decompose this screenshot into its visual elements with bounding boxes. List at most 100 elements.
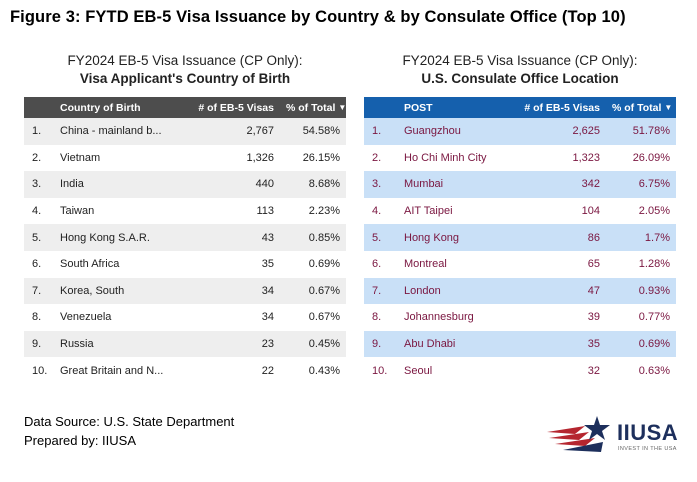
row-name: Great Britain and N... xyxy=(54,357,182,384)
row-percent: 1.7% xyxy=(606,224,676,251)
row-rank: 10. xyxy=(24,357,54,384)
row-visas: 342 xyxy=(510,171,606,198)
row-name: Seoul xyxy=(398,357,510,384)
row-percent: 0.43% xyxy=(280,357,346,384)
figure-title: Figure 3: FYTD EB-5 Visa Issuance by Cou… xyxy=(10,8,626,26)
row-visas: 22 xyxy=(182,357,280,384)
row-name: China - mainland b... xyxy=(54,118,182,145)
row-rank: 2. xyxy=(364,144,398,172)
row-visas: 35 xyxy=(182,250,280,278)
table-row[interactable]: 5. Hong Kong S.A.R. 43 0.85% xyxy=(24,224,346,251)
row-name: Hong Kong S.A.R. xyxy=(54,224,182,251)
table-row[interactable]: 10. Great Britain and N... 22 0.43% xyxy=(24,357,346,384)
right-subtitle: FY2024 EB-5 Visa Issuance (CP Only): U.S… xyxy=(364,52,676,88)
table-row[interactable]: 4. AIT Taipei 104 2.05% xyxy=(364,197,676,225)
country-of-birth-panel: FY2024 EB-5 Visa Issuance (CP Only): Vis… xyxy=(24,52,346,384)
row-rank: 6. xyxy=(364,250,398,278)
table-row[interactable]: 10. Seoul 32 0.63% xyxy=(364,357,676,384)
row-name: Vietnam xyxy=(54,144,182,172)
row-percent: 2.23% xyxy=(280,197,346,225)
row-percent: 0.93% xyxy=(606,277,676,305)
table-row[interactable]: 8. Venezuela 34 0.67% xyxy=(24,304,346,331)
left-subtitle-line2: Visa Applicant's Country of Birth xyxy=(79,71,291,86)
column-header-percent[interactable]: % of Total ▼ xyxy=(280,97,346,118)
table-row[interactable]: 2. Ho Chi Minh City 1,323 26.09% xyxy=(364,144,676,172)
row-percent: 0.77% xyxy=(606,304,676,331)
row-rank: 3. xyxy=(24,171,54,198)
table-row[interactable]: 9. Russia 23 0.45% xyxy=(24,330,346,358)
column-header-post[interactable]: POST xyxy=(398,97,510,118)
table-row[interactable]: 2. Vietnam 1,326 26.15% xyxy=(24,144,346,172)
column-header-percent[interactable]: % of Total ▼ xyxy=(606,97,676,118)
row-percent: 0.67% xyxy=(280,304,346,331)
row-visas: 113 xyxy=(182,197,280,225)
logo-tagline: INVEST IN THE USA xyxy=(618,446,677,452)
sort-descending-icon[interactable]: ▼ xyxy=(664,102,673,112)
left-subtitle: FY2024 EB-5 Visa Issuance (CP Only): Vis… xyxy=(24,52,346,88)
data-source-text: Data Source: U.S. State Department xyxy=(24,414,235,429)
table-row[interactable]: 9. Abu Dhabi 35 0.69% xyxy=(364,330,676,358)
row-visas: 34 xyxy=(182,304,280,331)
row-visas: 1,326 xyxy=(182,144,280,172)
row-name: Montreal xyxy=(398,250,510,278)
row-visas: 440 xyxy=(182,171,280,198)
row-visas: 47 xyxy=(510,277,606,305)
table-row[interactable]: 1. China - mainland b... 2,767 54.58% xyxy=(24,118,346,145)
row-rank: 7. xyxy=(364,277,398,305)
row-percent: 0.85% xyxy=(280,224,346,251)
column-header-visas[interactable]: # of EB-5 Visas xyxy=(510,97,606,118)
row-percent: 6.75% xyxy=(606,171,676,198)
table-row[interactable]: 8. Johannesburg 39 0.77% xyxy=(364,304,676,331)
table-row[interactable]: 7. Korea, South 34 0.67% xyxy=(24,277,346,305)
row-rank: 8. xyxy=(24,304,54,331)
row-percent: 1.28% xyxy=(606,250,676,278)
consulate-office-table: POST # of EB-5 Visas % of Total ▼ 1. Guang… xyxy=(364,97,676,384)
row-name: Hong Kong xyxy=(398,224,510,251)
row-percent: 51.78% xyxy=(606,118,676,145)
row-name: Johannesburg xyxy=(398,304,510,331)
row-rank: 2. xyxy=(24,144,54,172)
row-percent: 0.45% xyxy=(280,330,346,358)
table-row[interactable]: 4. Taiwan 113 2.23% xyxy=(24,197,346,225)
table-row[interactable]: 6. South Africa 35 0.69% xyxy=(24,250,346,278)
row-visas: 2,625 xyxy=(510,118,606,145)
table-row[interactable]: 7. London 47 0.93% xyxy=(364,277,676,305)
row-visas: 23 xyxy=(182,330,280,358)
column-header-percent-label: % of Total xyxy=(286,101,336,114)
table-row[interactable]: 3. India 440 8.68% xyxy=(24,171,346,198)
column-header-country[interactable]: Country of Birth xyxy=(54,97,182,118)
row-visas: 104 xyxy=(510,197,606,225)
row-rank: 6. xyxy=(24,250,54,278)
row-visas: 32 xyxy=(510,357,606,384)
row-visas: 39 xyxy=(510,304,606,331)
table-row[interactable]: 5. Hong Kong 86 1.7% xyxy=(364,224,676,251)
row-visas: 1,323 xyxy=(510,144,606,172)
row-percent: 2.05% xyxy=(606,197,676,225)
row-visas: 43 xyxy=(182,224,280,251)
row-name: Taiwan xyxy=(54,197,182,225)
row-percent: 0.67% xyxy=(280,277,346,305)
table-row[interactable]: 1. Guangzhou 2,625 51.78% xyxy=(364,118,676,145)
row-percent: 26.15% xyxy=(280,144,346,172)
table-row[interactable]: 3. Mumbai 342 6.75% xyxy=(364,171,676,198)
left-subtitle-line1: FY2024 EB-5 Visa Issuance (CP Only): xyxy=(67,53,303,68)
sort-descending-icon[interactable]: ▼ xyxy=(338,102,347,112)
country-of-birth-table: Country of Birth # of EB-5 Visas % of To… xyxy=(24,97,346,384)
row-name: Mumbai xyxy=(398,171,510,198)
row-percent: 0.69% xyxy=(606,330,676,358)
row-name: Guangzhou xyxy=(398,118,510,145)
table-row[interactable]: 6. Montreal 65 1.28% xyxy=(364,250,676,278)
column-header-visas[interactable]: # of EB-5 Visas xyxy=(182,97,280,118)
row-visas: 35 xyxy=(510,330,606,358)
row-percent: 0.63% xyxy=(606,357,676,384)
row-rank: 10. xyxy=(364,357,398,384)
row-rank: 4. xyxy=(24,197,54,225)
row-percent: 54.58% xyxy=(280,118,346,145)
row-rank: 4. xyxy=(364,197,398,225)
table-header-row: POST # of EB-5 Visas % of Total ▼ xyxy=(364,97,676,118)
row-visas: 34 xyxy=(182,277,280,305)
row-rank: 5. xyxy=(24,224,54,251)
right-subtitle-line1: FY2024 EB-5 Visa Issuance (CP Only): xyxy=(402,53,638,68)
table-header-row: Country of Birth # of EB-5 Visas % of To… xyxy=(24,97,346,118)
row-name: Russia xyxy=(54,330,182,358)
